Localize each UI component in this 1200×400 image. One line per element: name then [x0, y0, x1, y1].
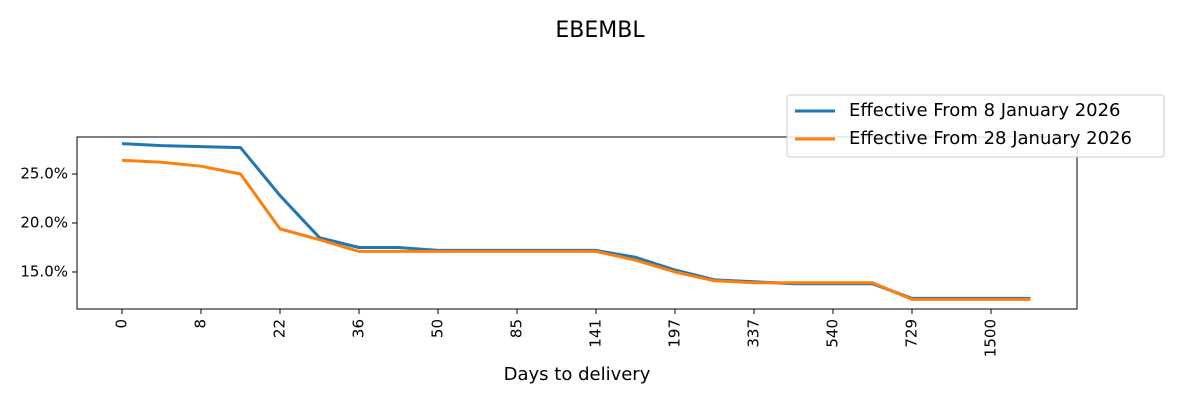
x-tick-label: 197 [666, 319, 684, 348]
chart-title: EBEMBL [555, 18, 645, 43]
x-tick-label: 1500 [982, 319, 1000, 357]
plot-frame [76, 136, 1078, 310]
series-line [121, 142, 1031, 300]
x-tick-label: 85 [508, 319, 526, 338]
x-tick-label: 50 [429, 319, 447, 338]
x-tick-label: 337 [745, 319, 763, 348]
y-tick-label: 15.0% [20, 262, 68, 280]
y-tick-label: 25.0% [20, 165, 68, 183]
x-tick-label: 729 [903, 319, 921, 348]
x-tick-label: 22 [271, 319, 289, 338]
x-tick-label: 141 [587, 319, 605, 348]
x-tick-label: 8 [192, 319, 210, 329]
x-axis-label: Days to delivery [504, 364, 651, 385]
y-tick-label: 20.0% [20, 214, 68, 232]
x-tick-label: 540 [824, 319, 842, 348]
x-tick-label: 0 [113, 319, 131, 329]
legend-label: Effective From 28 January 2026 [849, 128, 1132, 149]
legend-box [786, 94, 1165, 158]
legend-label: Effective From 8 January 2026 [849, 100, 1121, 121]
x-tick-label: 36 [350, 319, 368, 338]
series-line [121, 158, 1031, 301]
